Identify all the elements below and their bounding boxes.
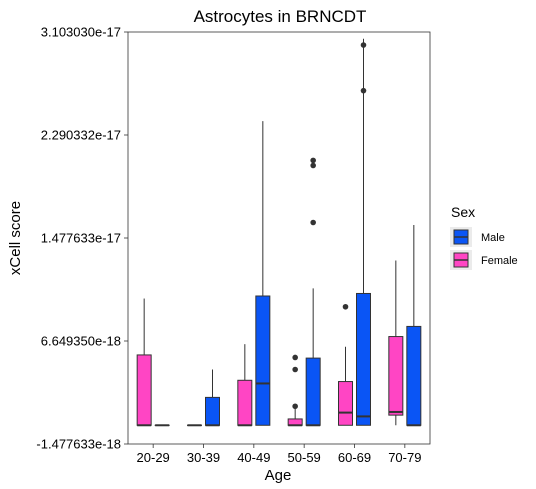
- x-tick-label: 70-79: [388, 450, 421, 465]
- box-female-20-29: [136, 298, 152, 427]
- box: [406, 325, 422, 426]
- outlier-point: [292, 366, 298, 373]
- x-tick-label: 30-39: [187, 450, 220, 465]
- outlier-point: [360, 87, 367, 94]
- y-tick-label: -1.477633e-18: [36, 437, 121, 452]
- outlier-point: [342, 303, 349, 310]
- box: [356, 292, 371, 426]
- outlier-point: [292, 403, 298, 410]
- box: [338, 381, 353, 426]
- box: [255, 295, 271, 426]
- y-tick-label: 3.103030e-17: [41, 25, 121, 40]
- box-female-60-69: [338, 303, 353, 426]
- box: [136, 354, 152, 426]
- box-male-30-39: [205, 369, 220, 427]
- box-male-50-59: [305, 157, 321, 427]
- y-tick-label: 1.477633e-17: [41, 231, 121, 246]
- outlier-point: [310, 157, 316, 164]
- x-tick-label: 60-69: [338, 450, 371, 465]
- legend-label-female: Female: [481, 255, 518, 267]
- x-axis: 20-29 30-39 40-49 50-59 60-69 70-79: [137, 444, 421, 465]
- x-tick-label: 20-29: [137, 450, 170, 465]
- box: [205, 396, 220, 426]
- legend: Sex Male Female: [450, 204, 518, 270]
- box-female-70-79: [388, 260, 404, 426]
- box: [305, 357, 321, 426]
- outlier-point: [360, 42, 367, 48]
- y-tick-label: 2.290332e-17: [41, 127, 121, 142]
- box-male-40-49: [255, 121, 271, 426]
- box-female-40-49: [237, 344, 253, 427]
- box: [388, 336, 404, 416]
- x-tick-label: 40-49: [237, 450, 270, 465]
- y-axis-title: xCell score: [7, 201, 24, 275]
- box: [237, 379, 253, 426]
- box-female-50-59: [287, 354, 303, 427]
- y-tick-label: 6.649350e-18: [41, 334, 121, 349]
- box-male-60-69: [356, 38, 371, 426]
- chart-title: Astrocytes in BRNCDT: [194, 7, 367, 26]
- box-series: [136, 38, 422, 427]
- outlier-point: [292, 354, 298, 361]
- box-male-70-79: [406, 225, 422, 427]
- y-axis: -1.477633e-18 6.649350e-18 1.477633e-17 2.2…: [36, 25, 128, 452]
- plot-panel: [127, 31, 431, 445]
- x-axis-title: Age: [265, 467, 292, 484]
- legend-label-male: Male: [481, 232, 505, 244]
- outlier-point: [310, 162, 316, 169]
- outlier-point: [310, 219, 316, 226]
- legend-title: Sex: [451, 204, 475, 220]
- x-tick-label: 50-59: [288, 450, 321, 465]
